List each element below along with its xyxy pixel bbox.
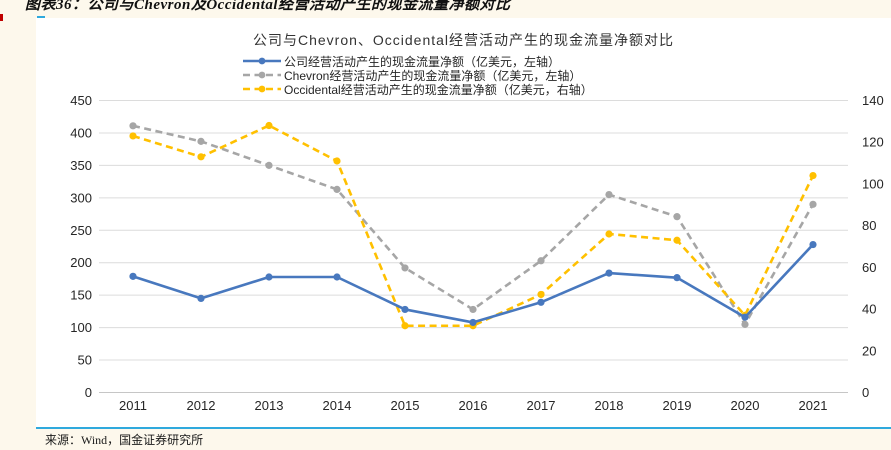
- chart-legend: 公司经营活动产生的现金流量净额（亿美元，左轴） Chevron经营活动产生的现金…: [243, 54, 593, 97]
- red-margin-tick: [0, 14, 3, 21]
- svg-text:2017: 2017: [527, 398, 556, 413]
- svg-text:2018: 2018: [595, 398, 624, 413]
- svg-text:0: 0: [862, 385, 869, 400]
- legend-item-company: 公司经营活动产生的现金流量净额（亿美元，左轴）: [243, 54, 593, 69]
- svg-text:80: 80: [862, 218, 876, 233]
- svg-text:2020: 2020: [731, 398, 760, 413]
- svg-text:2012: 2012: [187, 398, 216, 413]
- legend-item-occidental: Occidental经营活动产生的现金流量净额（亿美元，右轴）: [243, 82, 593, 97]
- svg-text:150: 150: [70, 288, 92, 303]
- legend-line-sample-chevron: [243, 71, 281, 79]
- chart-title: 公司与Chevron、Occidental经营活动产生的现金流量净额对比: [252, 32, 675, 48]
- source-note: 来源：Wind，国金证券研究所: [45, 433, 204, 447]
- svg-text:20: 20: [862, 343, 876, 358]
- svg-text:450: 450: [70, 93, 92, 108]
- svg-text:400: 400: [70, 125, 92, 140]
- svg-text:2016: 2016: [459, 398, 488, 413]
- svg-text:250: 250: [70, 223, 92, 238]
- svg-text:2021: 2021: [799, 398, 828, 413]
- legend-label: Occidental经营活动产生的现金流量净额（亿美元，右轴）: [284, 82, 593, 97]
- legend-label: Chevron经营活动产生的现金流量净额（亿美元，左轴）: [284, 68, 582, 83]
- svg-text:100: 100: [70, 320, 92, 335]
- chart-panel: 公司与Chevron、Occidental经营活动产生的现金流量净额对比 公司经…: [36, 16, 891, 429]
- panel-top-tick: [37, 16, 45, 18]
- svg-text:350: 350: [70, 158, 92, 173]
- figure-caption: 图表36：公司与Chevron及Occidental经营活动产生的现金流量净额对…: [25, 0, 511, 13]
- chart-canvas: 0 50 100 150 200 250 300 350 400 450 0 20 40 60 80 100 1…: [70, 93, 884, 413]
- legend-line-sample-company: [243, 57, 281, 65]
- svg-text:2014: 2014: [323, 398, 352, 413]
- svg-text:2011: 2011: [119, 398, 147, 413]
- svg-text:2019: 2019: [663, 398, 692, 413]
- svg-text:300: 300: [70, 190, 92, 205]
- svg-text:2015: 2015: [391, 398, 420, 413]
- legend-line-sample-occidental: [243, 85, 281, 93]
- svg-text:0: 0: [85, 385, 92, 400]
- svg-text:200: 200: [70, 255, 92, 270]
- legend-item-chevron: Chevron经营活动产生的现金流量净额（亿美元，左轴）: [243, 68, 593, 83]
- svg-text:50: 50: [78, 353, 92, 368]
- svg-text:100: 100: [862, 176, 884, 191]
- legend-label: 公司经营活动产生的现金流量净额（亿美元，左轴）: [284, 54, 561, 69]
- svg-text:120: 120: [862, 135, 884, 150]
- svg-text:2013: 2013: [255, 398, 284, 413]
- svg-text:60: 60: [862, 260, 876, 275]
- svg-text:40: 40: [862, 302, 876, 317]
- svg-text:140: 140: [862, 93, 884, 108]
